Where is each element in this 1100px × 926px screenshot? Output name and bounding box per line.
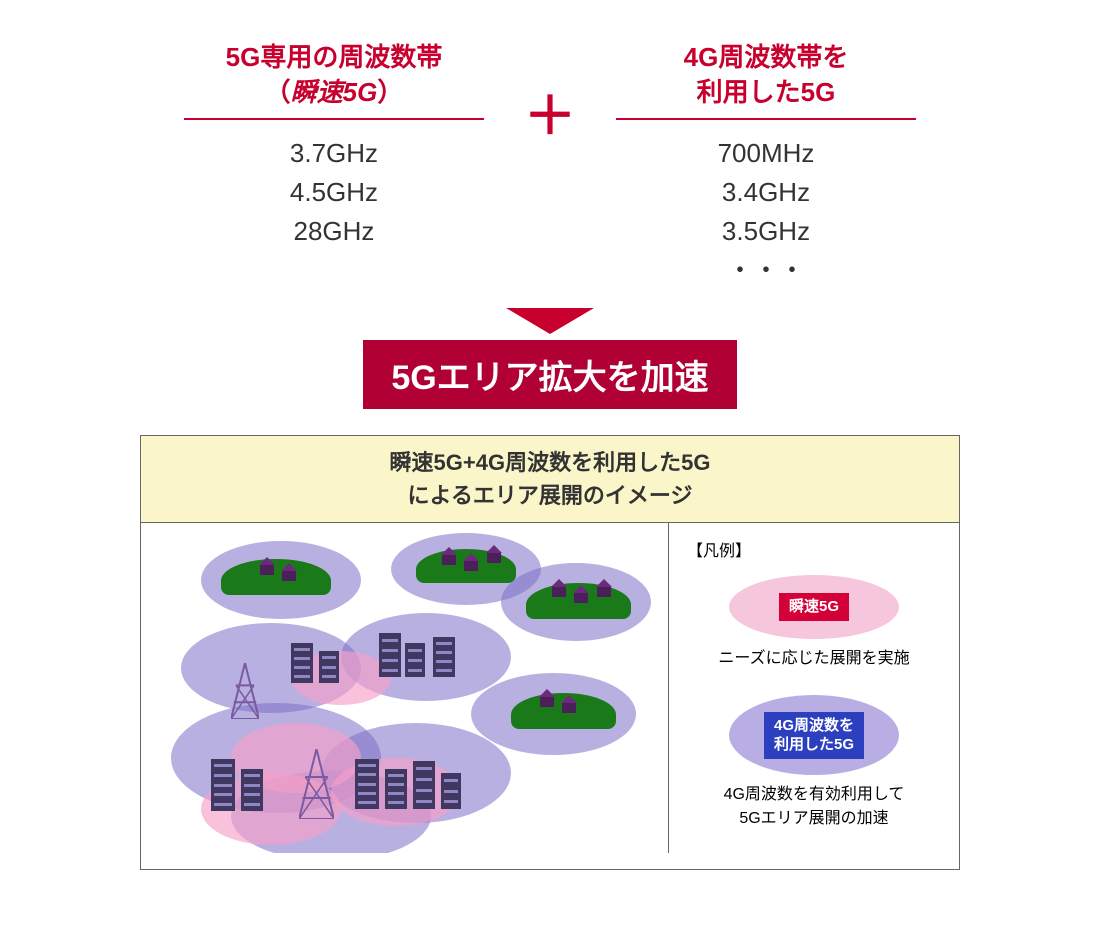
left-column: 5G専用の周波数帯（瞬速5G） 3.7GHz4.5GHz28GHz <box>184 40 484 251</box>
legend-tag-red: 瞬速5G <box>779 593 849 621</box>
legend-desc-2: 4G周波数を有効利用して5Gエリア展開の加速 <box>687 783 941 831</box>
diagram-header: 瞬速5G+4G周波数を利用した5Gによるエリア展開のイメージ <box>141 436 959 523</box>
plus-icon: ＋ <box>524 74 576 149</box>
coverage-scene <box>141 523 669 853</box>
legend-tag-blue: 4G周波数を利用した5G <box>764 712 864 759</box>
legend-title: 【凡例】 <box>687 537 941 561</box>
banner: 5Gエリア拡大を加速 <box>363 340 736 409</box>
legend-panel: 【凡例】 瞬速5G ニーズに応じた展開を実施 4G周波数を利用した5G 4G周波… <box>669 523 959 869</box>
right-column-title: 4G周波数帯を利用した5G <box>616 40 916 120</box>
legend-desc-1: ニーズに応じた展開を実施 <box>687 647 941 671</box>
left-column-body: 3.7GHz4.5GHz28GHz <box>184 134 484 251</box>
right-column: 4G周波数帯を利用した5G 700MHz3.4GHz3.5GHz・・・ <box>616 40 916 290</box>
legend-pill-purple: 4G周波数を利用した5G <box>729 695 899 775</box>
arrow-down-icon <box>506 308 594 334</box>
legend-pill-pink: 瞬速5G <box>729 575 899 639</box>
diagram-box: 瞬速5G+4G周波数を利用した5Gによるエリア展開のイメージ 【凡例】 瞬速5G… <box>140 435 960 870</box>
diagram-body: 【凡例】 瞬速5G ニーズに応じた展開を実施 4G周波数を利用した5G 4G周波… <box>141 523 959 869</box>
right-column-body: 700MHz3.4GHz3.5GHz・・・ <box>616 134 916 290</box>
frequency-columns: 5G専用の周波数帯（瞬速5G） 3.7GHz4.5GHz28GHz ＋ 4G周波… <box>60 40 1040 290</box>
left-column-title: 5G専用の周波数帯（瞬速5G） <box>184 40 484 120</box>
legend-item-2: 4G周波数を利用した5G 4G周波数を有効利用して5Gエリア展開の加速 <box>687 695 941 831</box>
legend-item-1: 瞬速5G ニーズに応じた展開を実施 <box>687 575 941 671</box>
